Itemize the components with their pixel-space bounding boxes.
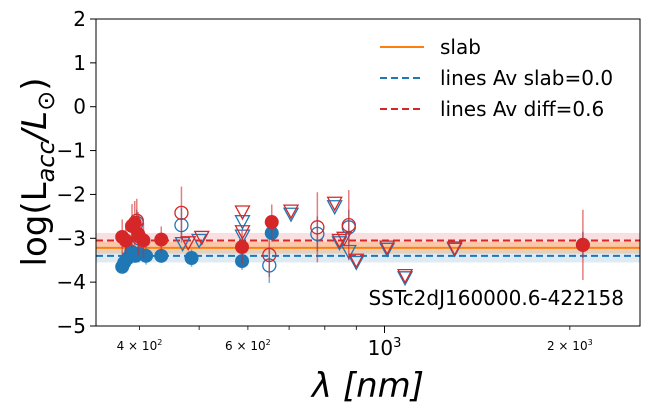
data-point-filled: [154, 232, 169, 247]
data-point-triangle: [282, 207, 300, 223]
y-tick-label: −3: [57, 226, 86, 250]
data-point-triangle: [396, 268, 414, 284]
data-point-open: [262, 247, 277, 263]
data-point-triangle: [331, 233, 348, 249]
data-point-triangle: [326, 200, 343, 216]
data-point-triangle: [234, 205, 251, 221]
data-point-triangle: [180, 236, 197, 252]
red-band: [96, 233, 640, 248]
x-axis: 103 4 × 102 6 × 102 2 × 103: [117, 326, 593, 360]
y-tick-label: 2: [73, 7, 86, 31]
x-axis-label: λ [nm]: [310, 366, 424, 406]
data-point-triangle: [348, 255, 365, 271]
legend-label: lines Av slab=0.0: [440, 66, 613, 90]
data-point-triangle: [174, 236, 191, 252]
data-point-filled: [118, 233, 133, 248]
annotation-label: SSTc2dJ160000.6-422158: [368, 286, 624, 310]
data-point-triangle: [446, 241, 463, 257]
data-point-triangle: [396, 271, 414, 287]
data-point-triangle: [234, 215, 251, 230]
data-point-triangle: [191, 233, 208, 249]
y-tick-label: 0: [73, 95, 86, 119]
y-tick-label: −2: [57, 182, 86, 206]
data-point-filled: [235, 240, 250, 255]
data-point-filled: [184, 251, 199, 266]
data-point-open: [310, 220, 325, 235]
plot-frame: [95, 18, 641, 327]
legend-label: slab: [440, 35, 481, 59]
data-marks: [115, 186, 590, 287]
data-point-triangle: [326, 196, 343, 212]
y-axis-label: log(Lacc/L⊙): [15, 78, 60, 267]
x-tick-label: 103: [368, 336, 402, 360]
y-tick-label: −5: [57, 314, 86, 338]
y-tick-label: 1: [73, 51, 86, 75]
data-point-triangle: [379, 240, 396, 256]
x-minor-tick-label: 4 × 102: [117, 338, 163, 353]
x-minor-tick-label: 2 × 103: [547, 338, 593, 353]
blue-band: [96, 249, 640, 263]
legend: slab lines Av slab=0.0 lines Av diff=0.6: [380, 35, 613, 121]
y-axis: 2 1 0 −1 −2 −3 −4 −5: [57, 7, 96, 338]
x-minor-tick-label: 6 × 102: [225, 338, 271, 353]
data-point-filled: [139, 248, 154, 263]
data-point-triangle: [348, 253, 365, 269]
data-point-triangle: [193, 230, 210, 246]
data-point-filled: [136, 233, 151, 248]
legend-label: lines Av diff=0.6: [440, 97, 604, 121]
data-point-triangle: [379, 242, 396, 258]
data-point-open: [341, 217, 356, 233]
data-point-filled: [154, 248, 169, 263]
data-point-filled: [575, 237, 590, 252]
data-point-triangle: [234, 225, 251, 241]
data-point-open: [174, 205, 189, 220]
y-tick-label: −1: [57, 139, 86, 163]
data-point-triangle: [282, 204, 300, 220]
data-point-filled: [264, 215, 279, 230]
y-tick-label: −4: [57, 270, 86, 294]
